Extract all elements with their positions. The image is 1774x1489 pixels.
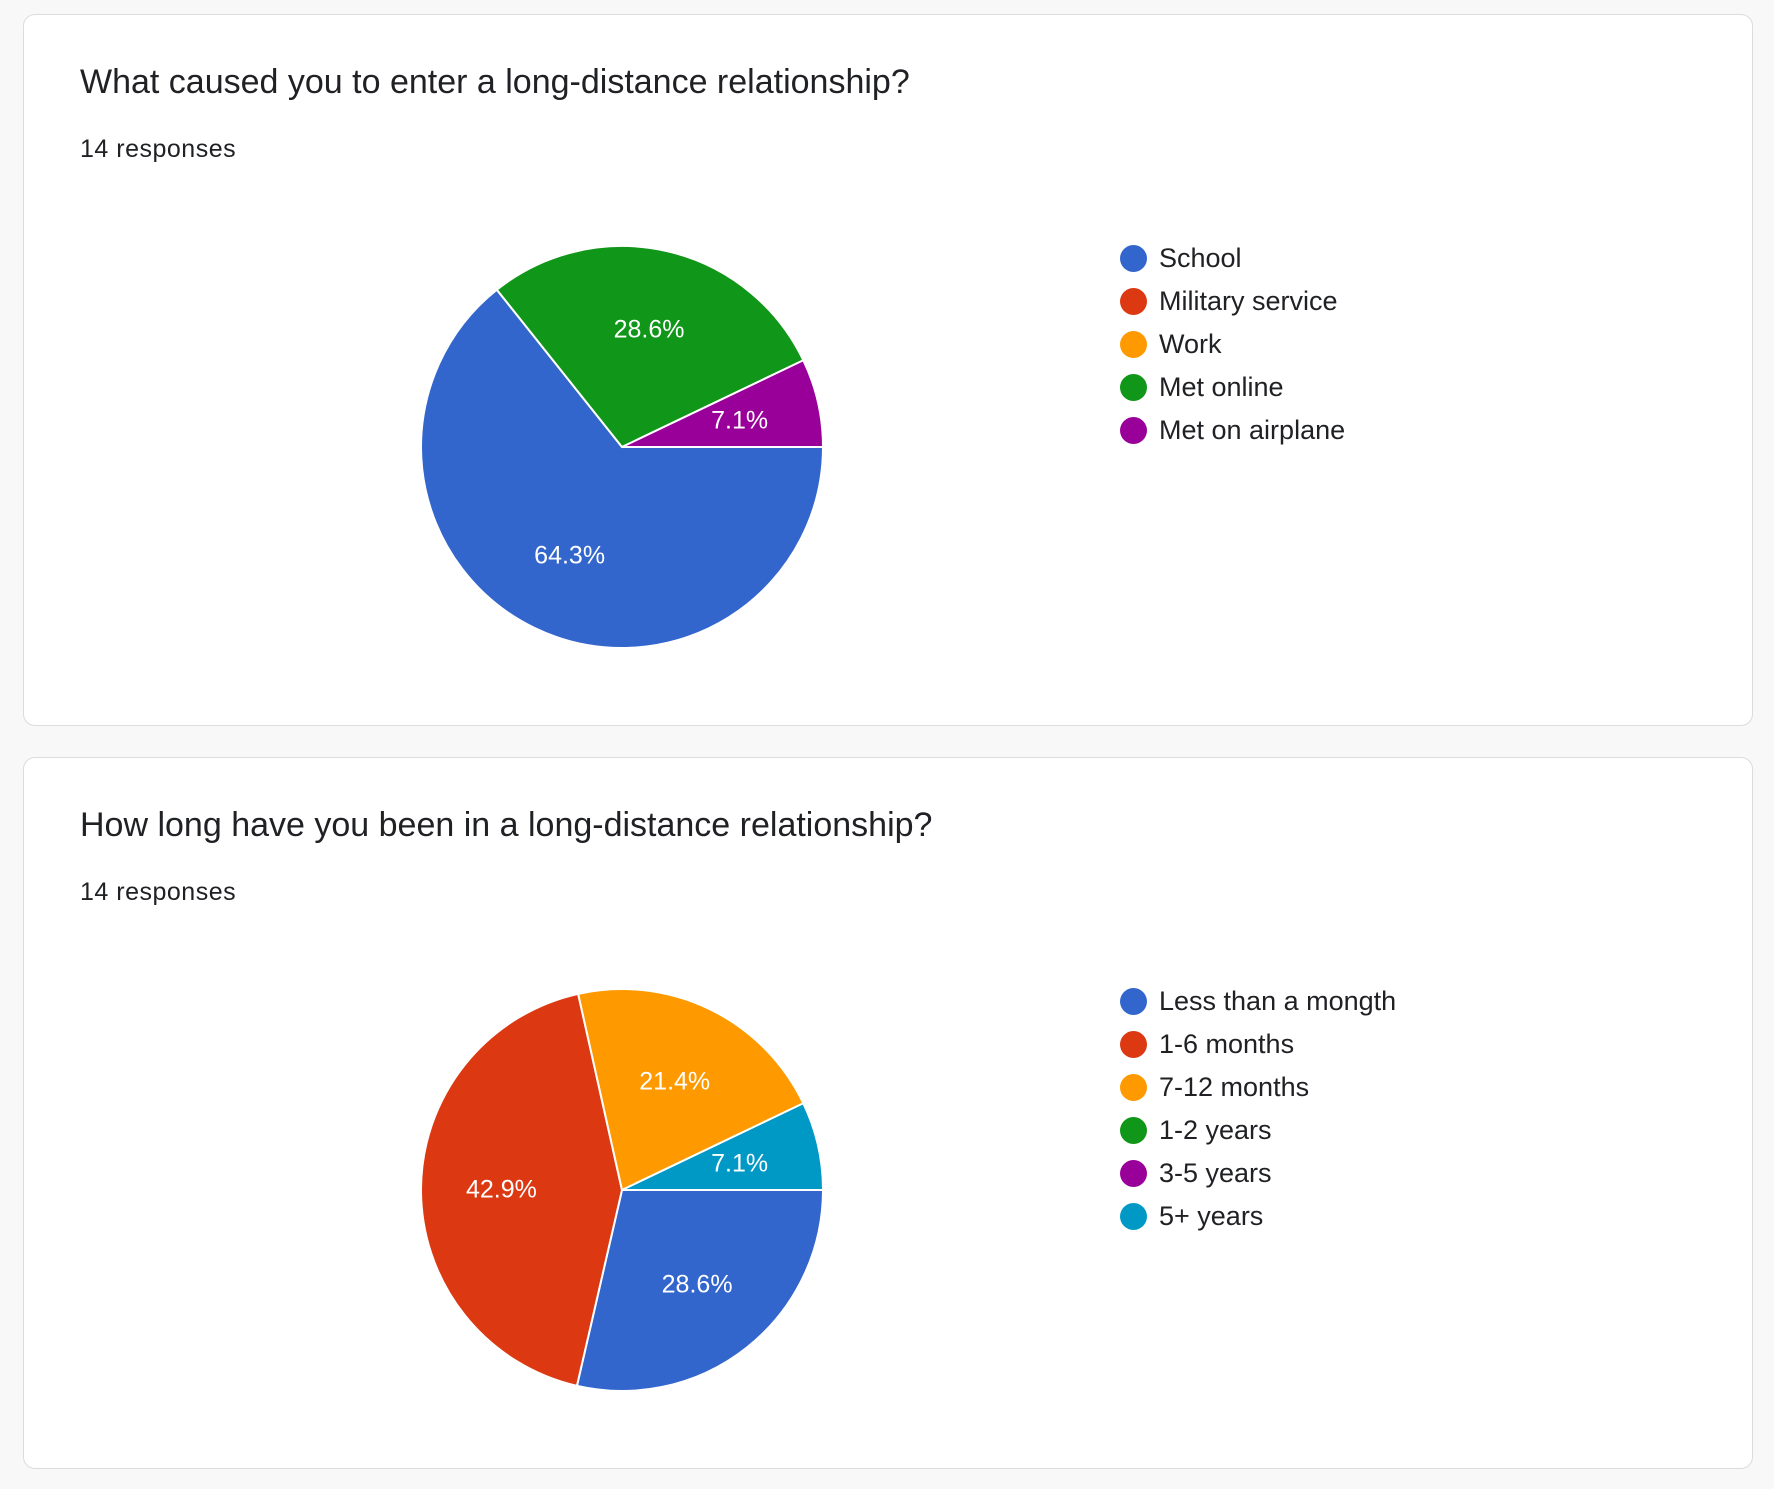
slice-label-met-on-airplane: 7.1%: [711, 406, 768, 434]
legend-label: 5+ years: [1159, 1201, 1264, 1231]
legend-item-met-on-airplane[interactable]: Met on airplane: [1120, 409, 1345, 452]
legend-swatch: [1120, 1203, 1147, 1230]
legend-swatch: [1120, 374, 1147, 401]
legend-label: Less than a mongth: [1159, 986, 1397, 1016]
legend-label: Met online: [1159, 372, 1284, 402]
response-count: 14 responses: [80, 135, 237, 163]
legend-item-less-than-a-mongth[interactable]: Less than a mongth: [1120, 980, 1396, 1023]
legend-swatch: [1120, 417, 1147, 444]
legend-item-7-12-months[interactable]: 7-12 months: [1120, 1066, 1396, 1109]
legend-label: School: [1159, 243, 1242, 273]
slice-label-1-6-months: 42.9%: [466, 1176, 537, 1204]
slice-label-7-12-months: 21.4%: [639, 1068, 710, 1096]
legend-label: 3-5 years: [1159, 1158, 1272, 1188]
legend-item-3-5-years[interactable]: 3-5 years: [1120, 1152, 1396, 1195]
legend-swatch: [1120, 331, 1147, 358]
slice-label-5-years: 7.1%: [711, 1149, 768, 1177]
legend-item-work[interactable]: Work: [1120, 323, 1345, 366]
legend-label: Work: [1159, 329, 1222, 359]
legend-swatch: [1120, 1031, 1147, 1058]
slice-label-school: 64.3%: [534, 542, 605, 570]
legend-label: 1-2 years: [1159, 1115, 1272, 1145]
pie-slice-met-on-airplane[interactable]: [621, 358, 825, 448]
pie-chart[interactable]: 64.3% 28.6% 7.1%: [24, 15, 1024, 727]
chart-legend: School Military service Work Met online Met …: [1120, 237, 1345, 452]
chart-legend: Less than a mongth 1-6 months 7-12 months 1…: [1120, 980, 1396, 1238]
legend-swatch: [1120, 1117, 1147, 1144]
pie-slice-1-6-months[interactable]: [420, 992, 624, 1388]
legend-swatch: [1120, 1160, 1147, 1187]
legend-label: Military service: [1159, 286, 1338, 316]
legend-swatch: [1120, 1074, 1147, 1101]
legend-item-met-online[interactable]: Met online: [1120, 366, 1345, 409]
pie-slice-less-than-a-mongth[interactable]: [575, 1189, 825, 1392]
chart-title: What caused you to enter a long-distance…: [80, 63, 910, 101]
legend-item-1-6-months[interactable]: 1-6 months: [1120, 1023, 1396, 1066]
pie-chart[interactable]: 28.6% 42.9% 21.4% 7.1%: [24, 758, 1024, 1470]
pie-slice-5-years[interactable]: [621, 1101, 825, 1191]
legend-swatch: [1120, 245, 1147, 272]
legend-label: 1-6 months: [1159, 1029, 1295, 1059]
chart-card-1: What caused you to enter a long-distance…: [23, 14, 1753, 726]
legend-item-1-2-years[interactable]: 1-2 years: [1120, 1109, 1396, 1152]
legend-swatch: [1120, 988, 1147, 1015]
legend-label: Met on airplane: [1159, 415, 1346, 445]
chart-card-2: How long have you been in a long-distanc…: [23, 757, 1753, 1469]
pie-slice-7-12-months[interactable]: [576, 988, 805, 1192]
legend-item-school[interactable]: School: [1120, 237, 1345, 280]
legend-item-military-service[interactable]: Military service: [1120, 280, 1345, 323]
legend-label: 7-12 months: [1159, 1072, 1310, 1102]
response-count: 14 responses: [80, 878, 237, 906]
slice-label-met-online: 28.6%: [614, 315, 685, 343]
slice-label-less-than-a-mongth: 28.6%: [662, 1270, 733, 1298]
legend-item-5-years[interactable]: 5+ years: [1120, 1195, 1396, 1238]
pie-slice-school[interactable]: [420, 288, 825, 649]
chart-title: How long have you been in a long-distanc…: [80, 806, 933, 844]
legend-swatch: [1120, 288, 1147, 315]
